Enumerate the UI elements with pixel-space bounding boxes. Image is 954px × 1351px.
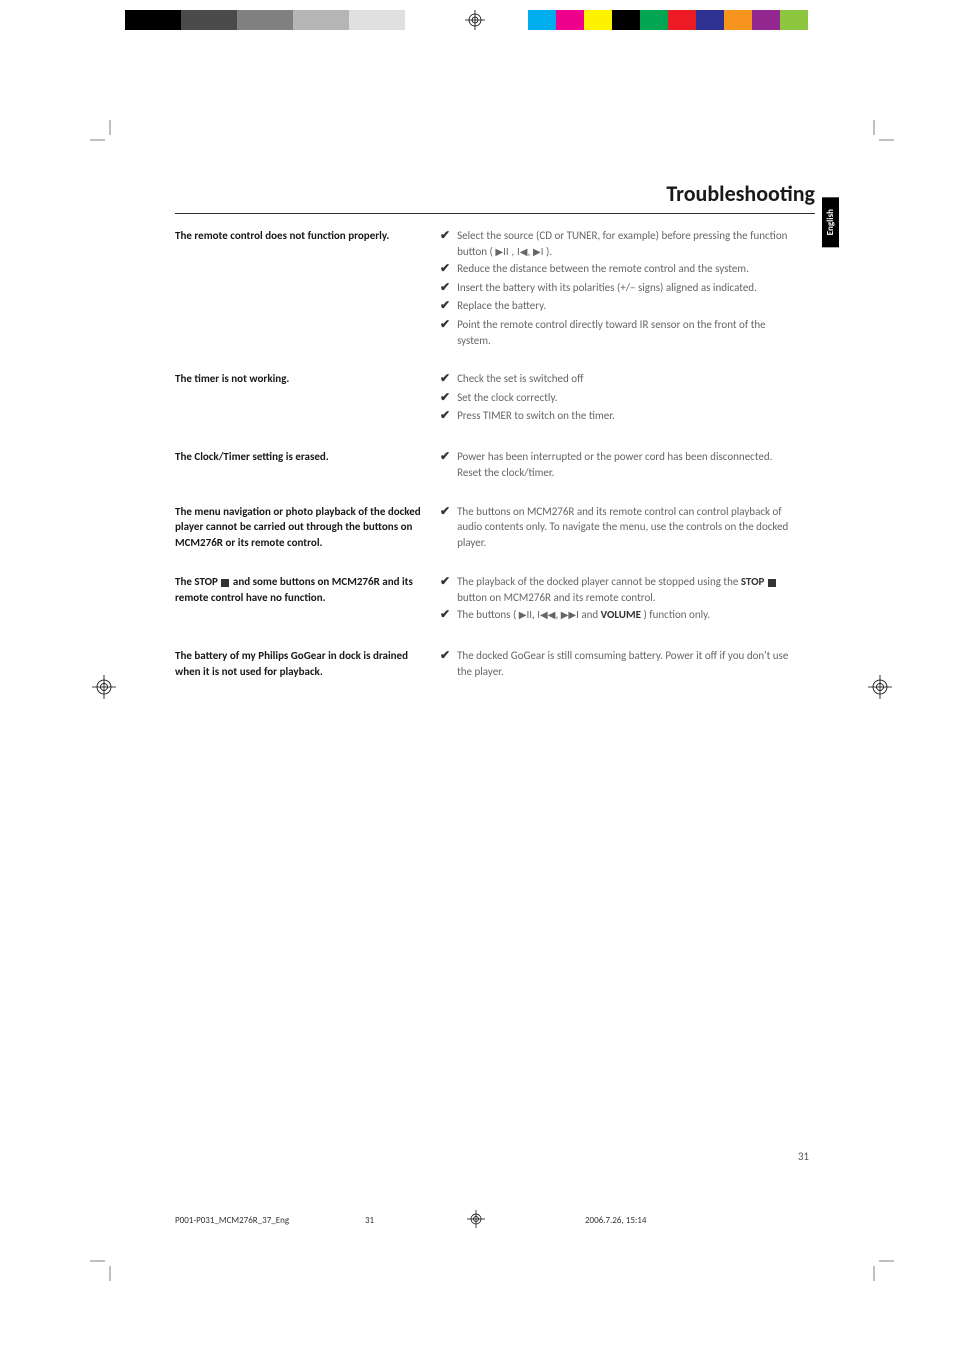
solution-text: Set the clock correctly. <box>457 390 795 406</box>
color-bar-cmyk <box>528 10 808 30</box>
solution-list: ✔ The docked GoGear is still comsuming ba… <box>440 648 795 681</box>
color-swatch <box>528 10 556 30</box>
color-swatch <box>612 10 640 30</box>
color-swatch <box>349 10 377 30</box>
check-icon: ✔ <box>440 280 450 297</box>
solution-list: ✔ The playback of the docked player canno… <box>440 574 795 625</box>
color-swatch <box>293 10 321 30</box>
solution-text: The docked GoGear is still comsuming bat… <box>457 648 795 680</box>
trouble-row: The menu navigation or photo playback of… <box>175 504 815 553</box>
trouble-row: The Clock/Timer setting is erased.✔ Power… <box>175 449 815 482</box>
solution-item: ✔ Insert the battery with its polarities … <box>440 280 795 297</box>
page-content: Troubleshooting The remote control does … <box>175 180 815 702</box>
color-swatch <box>668 10 696 30</box>
solution-text: Point the remote control directly toward… <box>457 317 795 349</box>
solution-list: ✔ Check the set is switched off ✔ Set the c… <box>440 371 795 426</box>
color-swatch <box>321 10 349 30</box>
solution-text: Reduce the distance between the remote c… <box>457 261 795 277</box>
solution-item: ✔ The buttons ( ▶II, I◀◀, ▶▶I and VOLUME … <box>440 607 795 624</box>
color-swatch <box>265 10 293 30</box>
page-number: 31 <box>798 1150 809 1163</box>
troubleshoot-table: The remote control does not function pro… <box>175 228 815 680</box>
trouble-row: The battery of my Philips GoGear in dock… <box>175 648 815 681</box>
solution-list: ✔ The buttons on MCM276R and its remote c… <box>440 504 795 553</box>
solution-list: ✔ Power has been interrupted or the power… <box>440 449 795 482</box>
solution-text: Insert the battery with its polarities (… <box>457 280 795 296</box>
language-tab: English <box>822 197 839 247</box>
solution-item: ✔ Select the source (CD or TUNER, for exa… <box>440 228 795 260</box>
registration-mark-left <box>92 675 116 699</box>
check-icon: ✔ <box>440 261 450 278</box>
color-swatch <box>724 10 752 30</box>
solution-item: ✔ The docked GoGear is still comsuming ba… <box>440 648 795 680</box>
color-bar-grayscale <box>125 10 405 30</box>
solution-item: ✔ The buttons on MCM276R and its remote c… <box>440 504 795 552</box>
solution-item: ✔ Point the remote control directly towar… <box>440 317 795 349</box>
solution-text: Replace the battery. <box>457 298 795 314</box>
color-swatch <box>237 10 265 30</box>
solution-list: ✔ Select the source (CD or TUNER, for exa… <box>440 228 795 349</box>
crop-mark-bottom-right <box>864 1251 894 1281</box>
solution-item: ✔ The playback of the docked player canno… <box>440 574 795 606</box>
solution-text: Press TIMER to switch on the timer. <box>457 408 795 424</box>
color-swatch <box>696 10 724 30</box>
trouble-row: The STOP and some buttons on MCM276R and… <box>175 574 815 625</box>
problem-text: The STOP and some buttons on MCM276R and… <box>175 574 440 606</box>
solution-item: ✔ Check the set is switched off <box>440 371 795 388</box>
check-icon: ✔ <box>440 648 450 665</box>
footer-line: P001-P031_MCM276R_37_Eng 31 2006.7.26, 1… <box>175 1215 815 1226</box>
color-swatch <box>584 10 612 30</box>
solution-item: ✔ Replace the battery. <box>440 298 795 315</box>
footer-page: 31 <box>365 1215 585 1226</box>
check-icon: ✔ <box>440 228 450 245</box>
color-swatch <box>125 10 153 30</box>
color-swatch <box>153 10 181 30</box>
solution-item: ✔ Set the clock correctly. <box>440 390 795 407</box>
solution-text: The buttons ( ▶II, I◀◀, ▶▶I and VOLUME )… <box>457 607 795 624</box>
solution-text: The playback of the docked player cannot… <box>457 574 795 606</box>
crop-mark-top-right <box>864 120 894 150</box>
solution-item: ✔ Reduce the distance between the remote … <box>440 261 795 278</box>
check-icon: ✔ <box>440 449 450 466</box>
color-swatch <box>640 10 668 30</box>
page-title: Troubleshooting <box>666 180 815 207</box>
check-icon: ✔ <box>440 408 450 425</box>
check-icon: ✔ <box>440 371 450 388</box>
problem-text: The remote control does not function pro… <box>175 228 440 244</box>
problem-text: The menu navigation or photo playback of… <box>175 504 440 552</box>
color-swatch <box>377 10 405 30</box>
check-icon: ✔ <box>440 390 450 407</box>
color-swatch <box>181 10 209 30</box>
problem-text: The timer is not working. <box>175 371 440 387</box>
color-swatch <box>556 10 584 30</box>
registration-mark-right <box>868 675 892 699</box>
solution-text: Power has been interrupted or the power … <box>457 449 795 481</box>
footer-date: 2006.7.26, 15:14 <box>585 1215 646 1226</box>
problem-text: The battery of my Philips GoGear in dock… <box>175 648 440 680</box>
crop-mark-bottom-left <box>90 1251 120 1281</box>
trouble-row: The timer is not working.✔Check the set … <box>175 371 815 426</box>
solution-item: ✔ Power has been interrupted or the power… <box>440 449 795 481</box>
crop-mark-top-left <box>90 120 120 150</box>
check-icon: ✔ <box>440 298 450 315</box>
problem-text: The Clock/Timer setting is erased. <box>175 449 440 465</box>
solution-text: Check the set is switched off <box>457 371 795 387</box>
color-swatch <box>209 10 237 30</box>
title-section: Troubleshooting <box>175 180 815 214</box>
trouble-row: The remote control does not function pro… <box>175 228 815 349</box>
solution-item: ✔ Press TIMER to switch on the timer. <box>440 408 795 425</box>
footer-filename: P001-P031_MCM276R_37_Eng <box>175 1215 365 1226</box>
registration-mark-top <box>465 10 485 30</box>
solution-text: Select the source (CD or TUNER, for exam… <box>457 228 795 260</box>
check-icon: ✔ <box>440 504 450 521</box>
check-icon: ✔ <box>440 607 450 624</box>
check-icon: ✔ <box>440 574 450 591</box>
solution-text: The buttons on MCM276R and its remote co… <box>457 504 795 552</box>
check-icon: ✔ <box>440 317 450 334</box>
color-swatch <box>780 10 808 30</box>
color-swatch <box>752 10 780 30</box>
